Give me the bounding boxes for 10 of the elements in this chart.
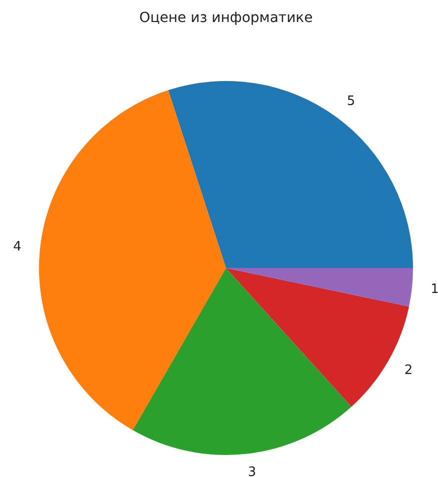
slice-label: 5 bbox=[346, 94, 356, 110]
chart-title: Оцене из информатике bbox=[139, 10, 313, 26]
pie-slice bbox=[168, 81, 413, 268]
pie-slice bbox=[132, 268, 352, 455]
slice-label: 1 bbox=[430, 282, 438, 297]
slice-label: 3 bbox=[248, 465, 256, 477]
pie-slice bbox=[226, 268, 413, 306]
pie-slice bbox=[39, 90, 226, 430]
slice-label: 2 bbox=[404, 363, 413, 378]
slice-label: 4 bbox=[13, 239, 22, 254]
